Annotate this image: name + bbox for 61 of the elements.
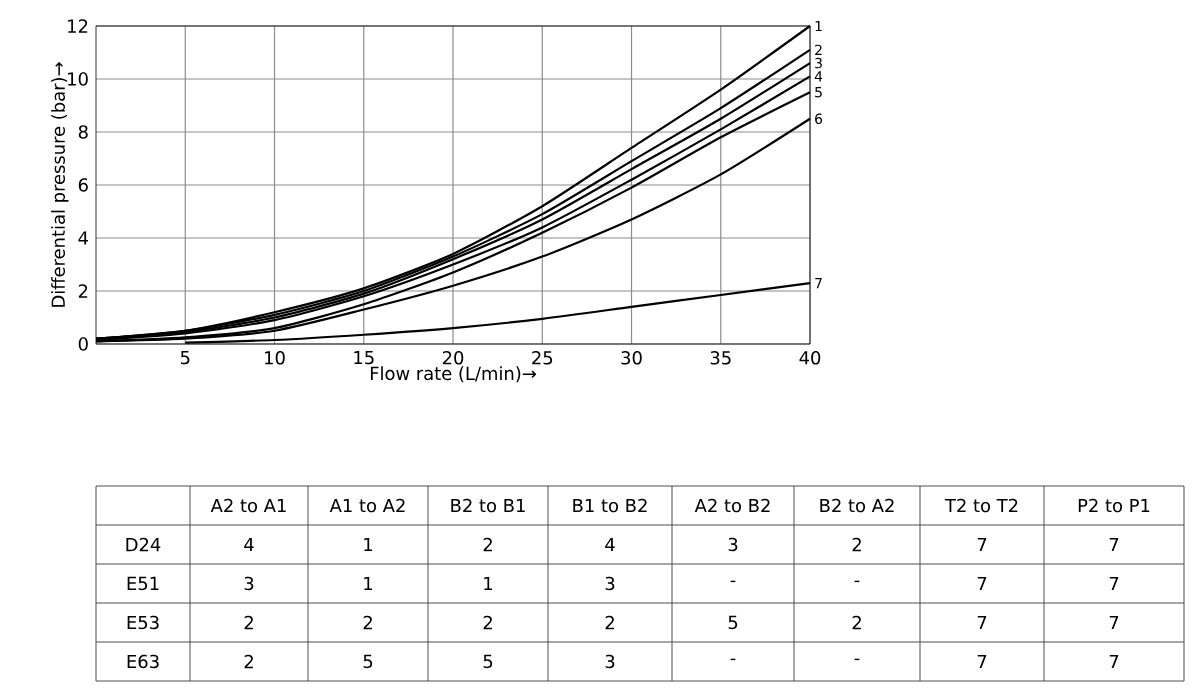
- y-tick-label: 8: [78, 125, 88, 139]
- category-label: A2 to A1: [210, 498, 286, 513]
- y-tick-label: 4: [78, 231, 88, 245]
- text: 5: [483, 654, 493, 669]
- text: 3: [244, 576, 254, 591]
- x-axis-title: Flow rate (L/min)→: [370, 366, 536, 383]
- y-tick-label: 2: [78, 284, 88, 298]
- category-label: A1 to A2: [329, 498, 405, 513]
- text: 7: [977, 615, 987, 630]
- text: 7: [1109, 615, 1119, 630]
- text: 2: [363, 615, 372, 630]
- text: 2: [605, 615, 614, 630]
- y-tick-label: 10: [68, 72, 88, 86]
- text: 1: [364, 576, 373, 591]
- x-tick-label: 10: [265, 351, 285, 365]
- text: 4: [605, 537, 615, 552]
- text: 7: [977, 576, 987, 591]
- x-tick-label: 25: [532, 351, 553, 365]
- text: 4: [244, 537, 254, 552]
- text: 7: [977, 654, 987, 669]
- text: 5: [728, 615, 738, 630]
- text: 2: [852, 615, 861, 630]
- y-axis-title: Differential pressure (bar)→: [51, 62, 69, 307]
- text: -: [854, 580, 860, 583]
- text: 7: [977, 537, 987, 552]
- text: 7: [1109, 576, 1119, 591]
- text: 2: [244, 654, 253, 669]
- text: 7: [1109, 654, 1119, 669]
- x-tick-label: 30: [621, 351, 642, 365]
- text: -: [730, 580, 736, 583]
- text: 2: [852, 537, 861, 552]
- text: 7: [1109, 537, 1119, 552]
- category-label: E63: [127, 654, 159, 669]
- y-tick-label: 6: [78, 178, 88, 192]
- x-tick-label: 40: [799, 351, 821, 365]
- text: 3: [605, 654, 615, 669]
- text: -: [854, 658, 860, 661]
- category-label: B1 to B2: [573, 498, 647, 513]
- text: 1: [484, 576, 493, 591]
- text: 2: [483, 537, 492, 552]
- text: -: [730, 658, 736, 661]
- x-tick-label: 5: [180, 351, 190, 365]
- text: 2: [244, 615, 253, 630]
- text: 3: [728, 537, 738, 552]
- category-label: T2 to T2: [944, 498, 1018, 513]
- category-label: B2 to B1: [451, 498, 525, 513]
- x-tick-label: 35: [710, 351, 731, 365]
- text: 1: [364, 537, 373, 552]
- text: 2: [483, 615, 492, 630]
- text: 3: [605, 576, 615, 591]
- y-tick-label: 12: [68, 19, 88, 33]
- category-label: B2 to A2: [820, 498, 894, 513]
- category-label: E51: [127, 576, 159, 591]
- y-tick-label: 0: [78, 337, 88, 351]
- category-label: P2 to P1: [1078, 498, 1150, 513]
- x-tick-label: 20: [442, 351, 464, 365]
- category-label: E53: [127, 615, 159, 630]
- text: 5: [363, 654, 373, 669]
- category-label: A2 to B2: [694, 498, 770, 513]
- x-tick-label: 15: [354, 351, 374, 365]
- category-label: D24: [126, 537, 161, 552]
